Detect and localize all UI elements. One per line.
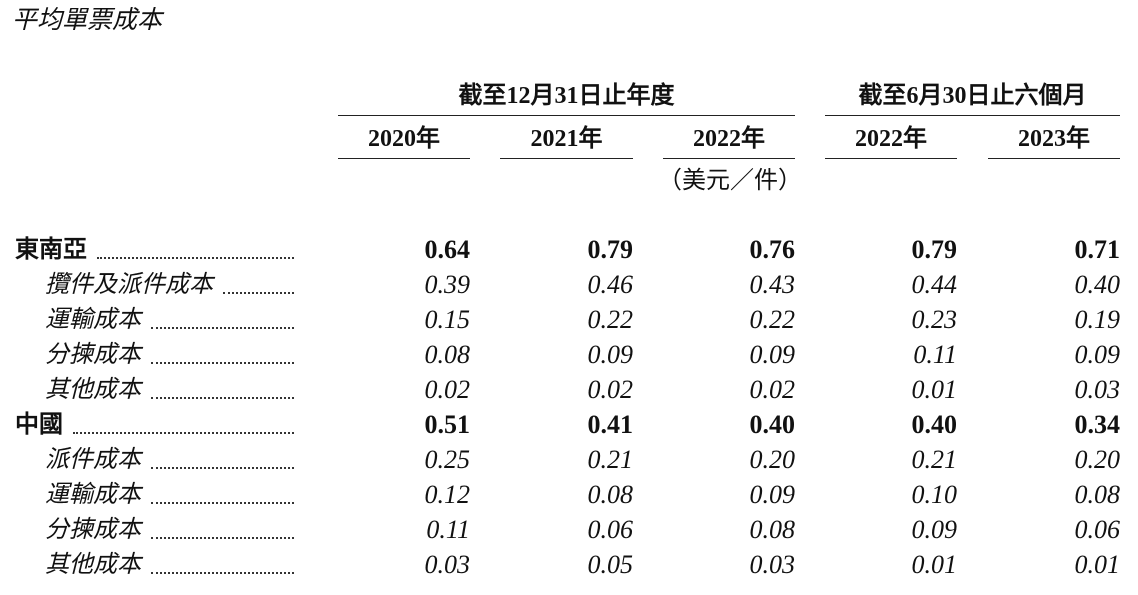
cell-value: 0.11: [426, 515, 470, 544]
title: 平均單票成本: [12, 7, 163, 34]
cell-value: 0.44: [911, 270, 958, 299]
cell-value: 0.20: [749, 445, 796, 474]
cell-value: 0.79: [587, 235, 634, 264]
cell-value: 0.02: [749, 375, 796, 404]
cell-value: 0.05: [587, 550, 634, 579]
column-header: 2021年: [530, 126, 603, 152]
column-rule: [663, 158, 795, 159]
cell-value: 0.10: [911, 480, 958, 509]
cell-value: 0.40: [1074, 270, 1121, 299]
cell-value: 0.08: [587, 480, 634, 509]
cell-value: 0.40: [749, 410, 796, 439]
group-rule: [825, 115, 1120, 116]
dot-leader: [151, 362, 294, 364]
row-label-text: 攬件及派件成本: [45, 272, 213, 298]
cell-value: 0.21: [587, 445, 634, 474]
column-header: 2023年: [1018, 126, 1090, 152]
cell-value: 0.34: [1074, 410, 1121, 439]
cell-value: 0.09: [587, 340, 634, 369]
cell-value: 0.71: [1074, 235, 1121, 264]
row-label: 攬件及派件成本: [45, 273, 298, 297]
cell-value: 0.22: [749, 305, 796, 334]
cell-value: 0.09: [911, 515, 958, 544]
dot-leader: [223, 292, 294, 294]
column-header: 2020年: [368, 126, 440, 152]
group-rule: [338, 115, 795, 116]
cell-value: 0.25: [424, 445, 471, 474]
dot-leader: [151, 327, 294, 329]
column-rule: [500, 158, 633, 159]
row-label-text: 運輸成本: [45, 307, 141, 333]
cell-value: 0.46: [587, 270, 634, 299]
row-label-text: 派件成本: [45, 447, 141, 473]
cell-value: 0.19: [1074, 305, 1121, 334]
cell-value: 0.20: [1074, 445, 1121, 474]
row-label: 分揀成本: [45, 518, 298, 542]
dot-leader: [97, 257, 294, 259]
cell-value: 0.22: [587, 305, 634, 334]
column-header: 2022年: [693, 126, 765, 152]
cell-value: 0.08: [1074, 480, 1121, 509]
cell-value: 0.03: [749, 550, 796, 579]
row-label: 派件成本: [45, 448, 298, 472]
cell-value: 0.40: [911, 410, 958, 439]
cell-value: 0.79: [911, 235, 958, 264]
row-label: 中國: [15, 413, 298, 437]
dot-leader: [151, 502, 294, 504]
cell-value: 0.01: [1074, 550, 1121, 579]
row-label-text: 分揀成本: [45, 517, 141, 543]
row-label-text: 東南亞: [15, 237, 87, 263]
group-header: 截至6月30日止六個月: [858, 83, 1087, 109]
row-label-text: 其他成本: [45, 377, 141, 403]
cell-value: 0.11: [913, 340, 957, 369]
cell-value: 0.09: [749, 480, 796, 509]
dot-leader: [151, 572, 294, 574]
cell-value: 0.06: [1074, 515, 1121, 544]
cell-value: 0.03: [1074, 375, 1121, 404]
cell-value: 0.08: [424, 340, 471, 369]
group-header: 截至12月31日止年度: [458, 83, 675, 109]
row-label-text: 運輸成本: [45, 482, 141, 508]
cell-value: 0.02: [587, 375, 634, 404]
cell-value: 0.64: [424, 235, 471, 264]
row-label: 其他成本: [45, 378, 298, 402]
row-label-text: 分揀成本: [45, 342, 141, 368]
dot-leader: [151, 537, 294, 539]
dot-leader: [151, 467, 294, 469]
row-label: 其他成本: [45, 553, 298, 577]
row-label-text: 其他成本: [45, 552, 141, 578]
cell-value: 0.23: [911, 305, 958, 334]
column-rule: [338, 158, 470, 159]
cell-value: 0.41: [587, 410, 634, 439]
cell-value: 0.09: [749, 340, 796, 369]
cell-value: 0.15: [424, 305, 471, 334]
dot-leader: [73, 432, 294, 434]
cell-value: 0.39: [424, 270, 471, 299]
cell-value: 0.01: [911, 550, 958, 579]
cell-value: 0.06: [587, 515, 634, 544]
row-label: 運輸成本: [45, 308, 298, 332]
column-rule: [988, 158, 1120, 159]
column-header: 2022年: [855, 126, 927, 152]
cell-value: 0.03: [424, 550, 471, 579]
cell-value: 0.08: [749, 515, 796, 544]
cell-value: 0.12: [424, 480, 471, 509]
cell-value: 0.01: [911, 375, 958, 404]
row-label: 運輸成本: [45, 483, 298, 507]
cell-value: 0.43: [749, 270, 796, 299]
row-label-text: 中國: [15, 412, 63, 438]
row-label: 分揀成本: [45, 343, 298, 367]
cell-value: 0.21: [911, 445, 958, 474]
cell-value: 0.51: [424, 410, 471, 439]
row-label: 東南亞: [15, 238, 298, 262]
cell-value: 0.02: [424, 375, 471, 404]
dot-leader: [151, 397, 294, 399]
unit-label: （美元／件）: [658, 168, 802, 194]
cell-value: 0.09: [1074, 340, 1121, 369]
cell-value: 0.76: [749, 235, 796, 264]
column-rule: [825, 158, 957, 159]
